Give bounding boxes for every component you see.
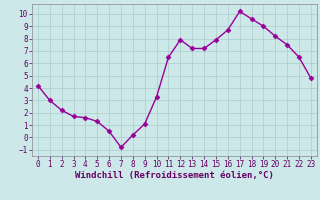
X-axis label: Windchill (Refroidissement éolien,°C): Windchill (Refroidissement éolien,°C) — [75, 171, 274, 180]
